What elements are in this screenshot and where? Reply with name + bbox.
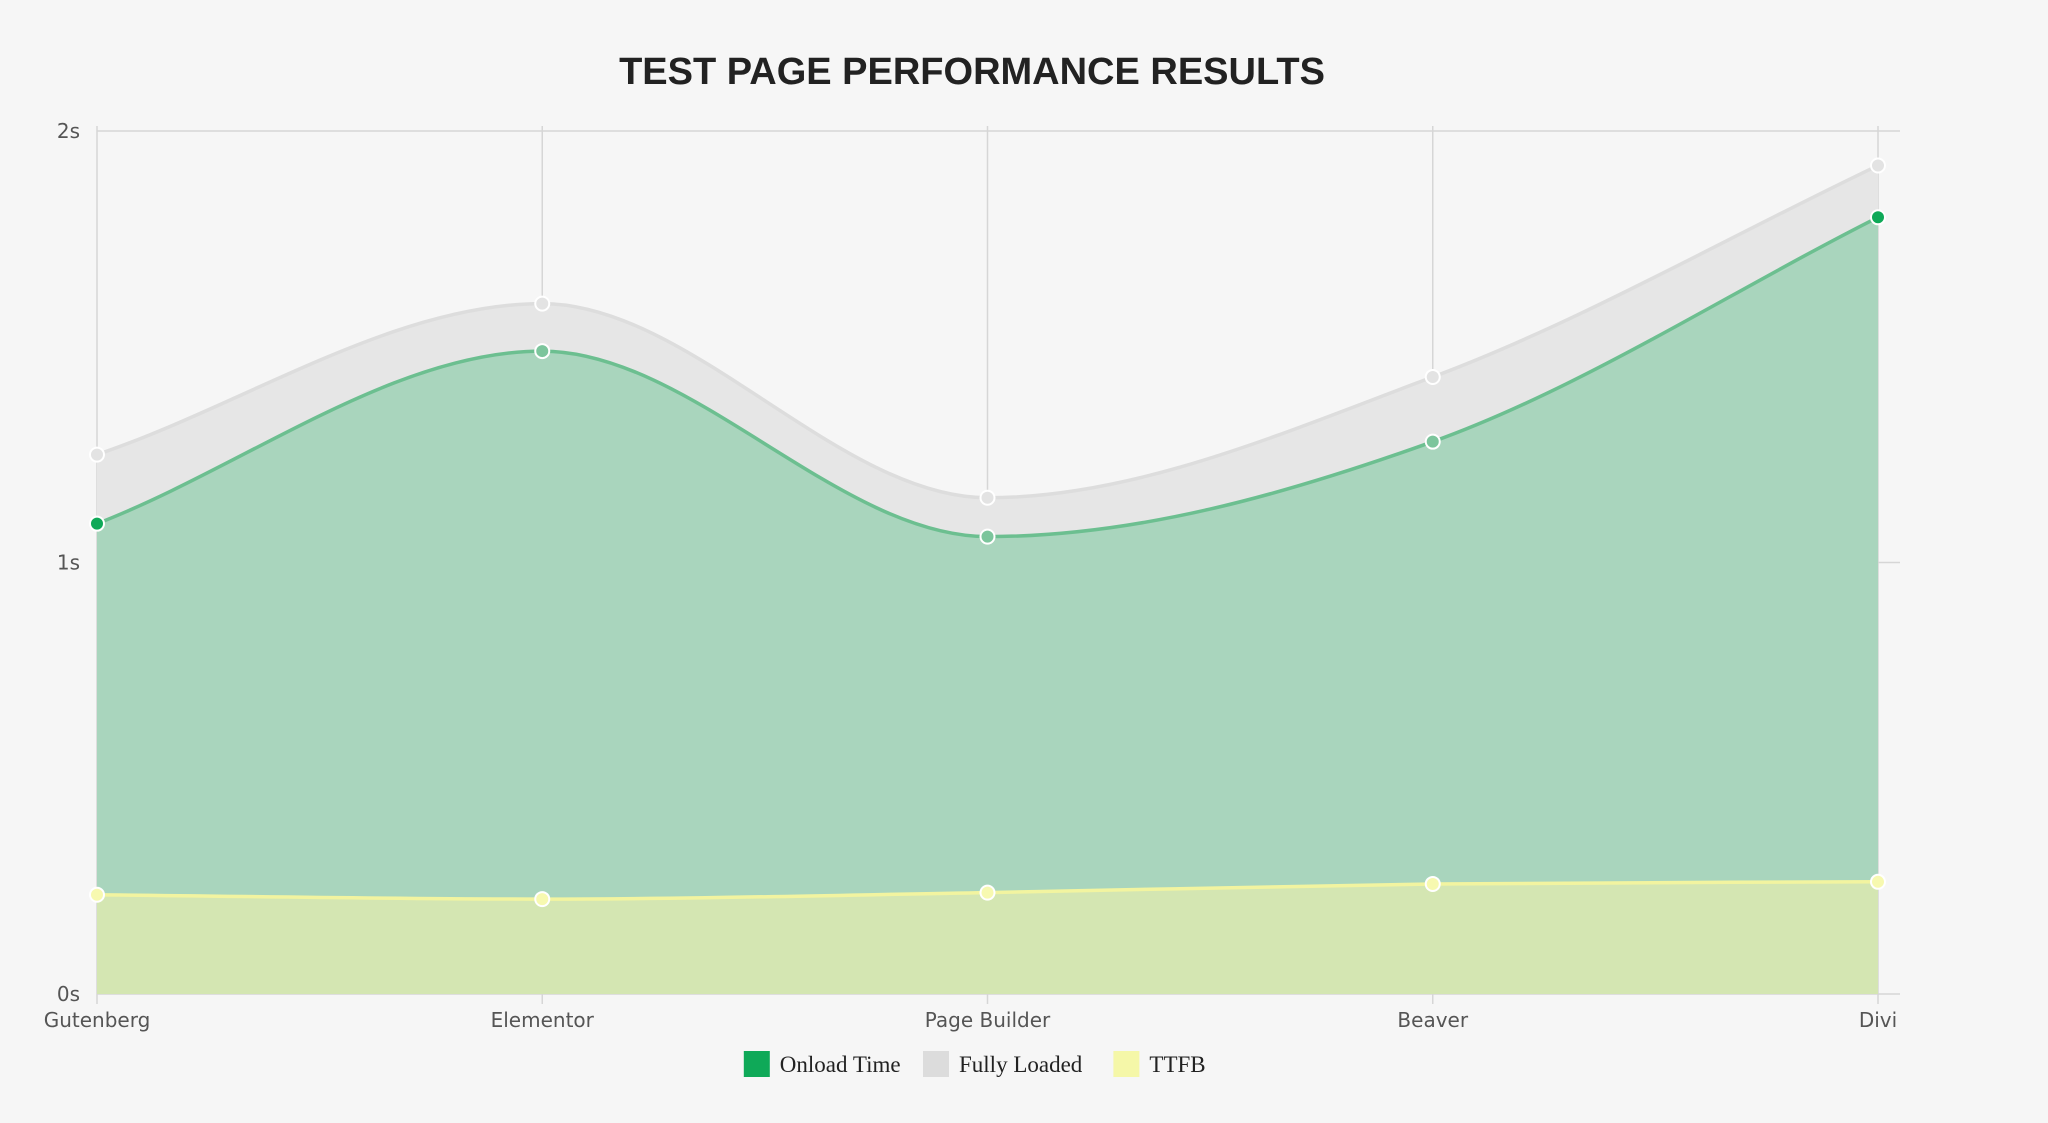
ttfb-point[interactable]: [1424, 875, 1441, 892]
legend-swatch: [923, 1051, 949, 1077]
y-tick-label: 1s: [57, 551, 80, 575]
y-tick-label: 0s: [57, 982, 80, 1006]
fully-loaded-point[interactable]: [89, 446, 105, 463]
onload-time-area: [97, 217, 1878, 995]
axis-layer: 0s 1s 2s Gutenberg Elementor Page Builder Beav…: [44, 119, 1897, 1032]
legend-item-onload-time[interactable]: Onload Time: [743, 1051, 901, 1077]
fully-loaded-point[interactable]: [979, 489, 996, 506]
ttfb-point[interactable]: [89, 886, 105, 903]
onload-time-point[interactable]: [1424, 433, 1441, 450]
x-tick-label: Beaver: [1397, 1008, 1468, 1032]
x-tick-label: Page Builder: [925, 1008, 1051, 1032]
area-layer: [97, 165, 1878, 995]
x-tick-label: Divi: [1859, 1008, 1897, 1032]
y-tick-label: 2s: [57, 119, 80, 143]
fully-loaded-point[interactable]: [534, 295, 551, 312]
x-tick-label: Elementor: [491, 1008, 595, 1032]
x-tick-label: Gutenberg: [44, 1008, 151, 1032]
fully-loaded-point[interactable]: [1424, 368, 1441, 385]
legend-item-fully-loaded[interactable]: Fully Loaded: [923, 1051, 1083, 1077]
onload-time-point[interactable]: [1870, 209, 1886, 226]
legend-item-ttfb[interactable]: TTFB: [1113, 1051, 1206, 1077]
legend-swatch: [1113, 1051, 1140, 1077]
onload-time-point[interactable]: [979, 528, 996, 545]
ttfb-point[interactable]: [534, 891, 551, 908]
ttfb-point[interactable]: [1870, 873, 1886, 890]
fully-loaded-point[interactable]: [1870, 157, 1886, 174]
chart-title: TEST PAGE PERFORMANCE RESULTS: [619, 51, 1325, 93]
ttfb-area: [97, 881, 1878, 994]
legend-label: Fully Loaded: [959, 1052, 1083, 1077]
legend-swatch: [743, 1051, 770, 1077]
onload-time-point[interactable]: [534, 343, 551, 360]
chart-legend[interactable]: Onload Time Fully Loaded TTFB: [743, 1051, 1206, 1077]
legend-label: Onload Time: [780, 1052, 901, 1077]
point-layer: [89, 157, 1886, 908]
legend-label: TTFB: [1149, 1052, 1205, 1077]
onload-time-point[interactable]: [89, 515, 105, 532]
ttfb-point[interactable]: [979, 884, 996, 901]
